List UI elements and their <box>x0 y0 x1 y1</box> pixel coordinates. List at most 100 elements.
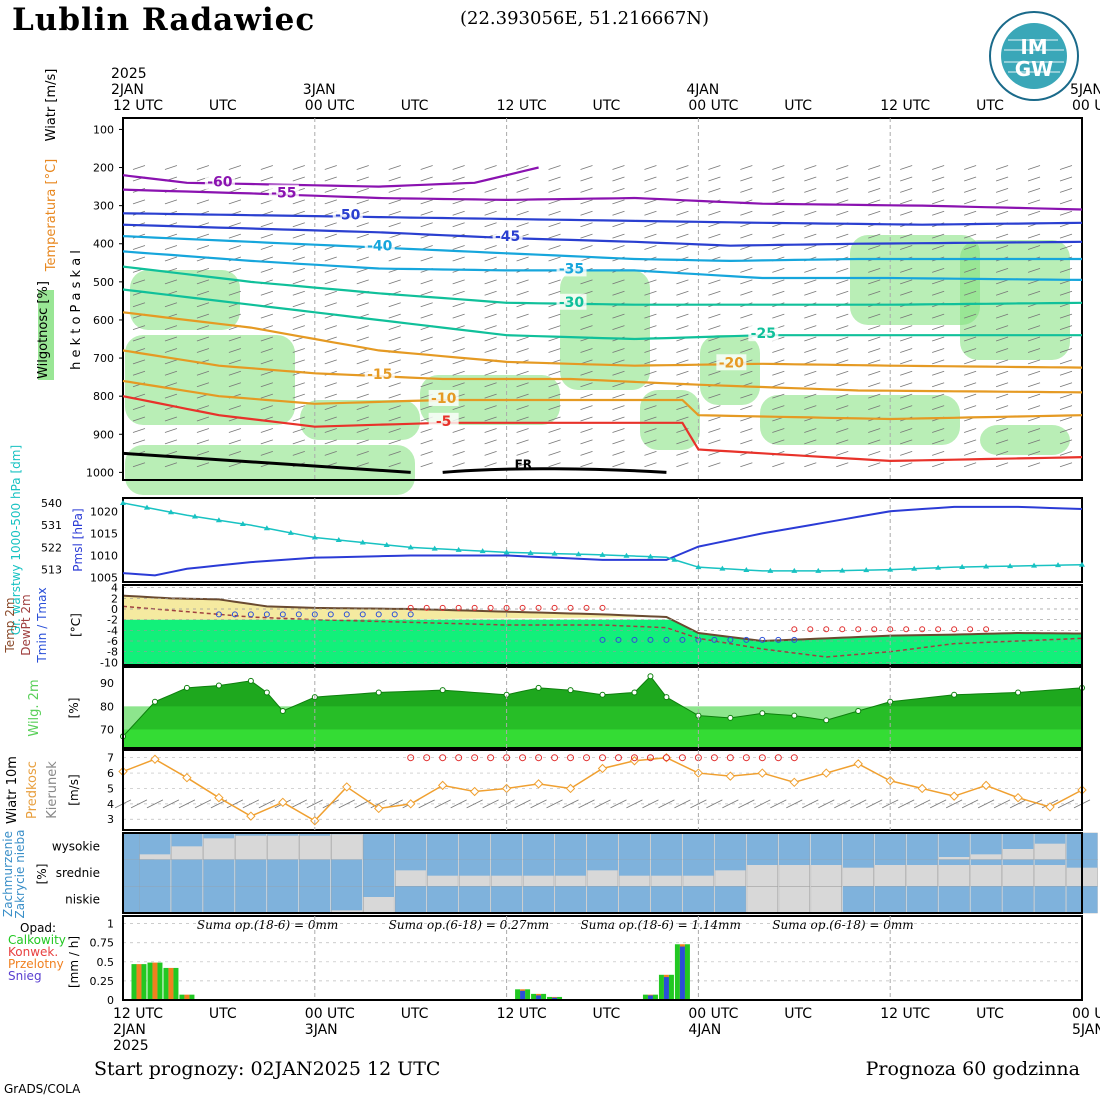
wind-barb <box>740 268 753 273</box>
wind-barb <box>580 245 593 250</box>
wind-barb <box>644 199 657 205</box>
wind-speed-marker <box>981 780 991 791</box>
humidity-area <box>640 390 700 450</box>
wind-barb <box>356 188 369 193</box>
wind-barb <box>612 439 625 445</box>
cloud-cover-bar <box>139 833 171 855</box>
cloud-cover-bar <box>906 833 938 860</box>
wind-barb <box>420 359 433 365</box>
tmax-marker <box>807 626 814 633</box>
cloud-cover-bar <box>459 859 491 876</box>
wind-barb <box>516 210 529 216</box>
wind-barb <box>1059 188 1073 193</box>
wind-barb <box>580 279 593 285</box>
wind-barb <box>612 199 625 205</box>
wind-barb <box>900 268 913 273</box>
wind-speed-marker <box>917 783 927 794</box>
wind-direction-marker <box>407 754 415 762</box>
wind-barb <box>708 336 721 342</box>
wind-barb <box>740 313 753 319</box>
precip-total-bar <box>674 944 680 1000</box>
wind-barb <box>324 268 337 273</box>
wind-barb <box>580 325 593 330</box>
wind-barb <box>292 359 305 365</box>
wind-barb <box>226 799 244 809</box>
temperature-legend: DewPt 2m <box>19 594 33 656</box>
wind-panel: 3 4 5 6 7 <box>107 749 1091 831</box>
wind-barb <box>548 370 561 376</box>
wind-barb <box>772 279 785 285</box>
precip-legend: Przelotny <box>8 957 64 971</box>
precip-shower-bar <box>184 994 190 1000</box>
wind-barb <box>676 359 689 365</box>
wind-barb <box>516 245 529 250</box>
bottom-axis-date: 5JAN <box>1072 1022 1100 1038</box>
wind-barb <box>868 348 881 353</box>
wind-barb <box>388 165 401 170</box>
wind-barb <box>1027 268 1041 273</box>
wind-barb <box>452 405 465 410</box>
wind-barb <box>292 199 305 205</box>
wind-barb <box>804 325 817 330</box>
cloud-cover-bar <box>682 833 714 860</box>
wind-barb <box>420 188 433 193</box>
wind-barb <box>292 313 305 319</box>
wind-barb <box>900 405 913 410</box>
wind-barb <box>578 799 595 809</box>
y-tick-label: 200 <box>93 162 114 175</box>
humidity-marker <box>951 691 958 698</box>
wind-barb <box>178 799 196 809</box>
wind-barb <box>995 199 1009 205</box>
wind-barb <box>516 313 529 319</box>
precip-total-bar <box>141 964 147 1000</box>
wind-barb <box>612 313 625 319</box>
wind-barb <box>292 256 305 262</box>
wind-barb <box>484 336 497 342</box>
wind-barb <box>1057 799 1075 809</box>
time-axis-hour: UTC <box>209 98 237 114</box>
wind-barb <box>548 313 561 319</box>
wind-barb <box>612 405 625 410</box>
wind-direction-marker <box>423 754 431 762</box>
wind-barb <box>708 176 721 182</box>
precip-shower-bar <box>136 964 142 1000</box>
wind-barb <box>420 382 433 388</box>
precip-sum: Suma op.(18-6) = 1.14mm <box>580 918 741 932</box>
wind-barb <box>132 165 146 170</box>
tmin-marker <box>791 636 798 643</box>
wind-barb <box>676 210 689 216</box>
isotherm <box>122 235 1082 263</box>
precip-tick: 0.5 <box>97 956 115 969</box>
thickness-marker <box>695 564 702 570</box>
tmax-marker <box>471 604 478 611</box>
cloud-cover-bar <box>427 833 459 860</box>
wind-barb <box>866 799 883 809</box>
wind-barb <box>452 336 465 342</box>
tmin-marker <box>615 636 622 643</box>
precip-snow-bar <box>520 990 526 1000</box>
thickness-marker <box>599 551 606 557</box>
wind-barb <box>868 199 881 205</box>
humidity-marker <box>263 689 270 696</box>
wind-barb <box>548 245 561 250</box>
wind-barb <box>1027 313 1041 319</box>
wind-barb <box>754 799 771 809</box>
isotherm-label-bg <box>748 325 779 342</box>
humidity-area <box>760 395 960 445</box>
wind-barb <box>484 313 497 319</box>
side-label: h e k t o P a s k a l <box>69 250 84 370</box>
wind-barb <box>130 799 148 809</box>
time-axis-date: 5JAN <box>1070 82 1100 98</box>
y-tick-label: 900 <box>93 428 114 441</box>
wind-tick: 7 <box>107 752 114 765</box>
wind-tick: 3 <box>107 813 114 826</box>
wind-barb <box>1027 325 1041 330</box>
wind-barb <box>260 393 273 399</box>
wind-barb <box>452 290 465 296</box>
wind-barb <box>676 393 689 399</box>
wind-barb <box>772 382 785 388</box>
cloud-cover-bar <box>650 886 682 913</box>
wind-barb <box>612 176 625 182</box>
forecast-length: Prognoza 60 godzinna <box>865 1058 1080 1080</box>
wind-barb <box>1027 245 1041 250</box>
